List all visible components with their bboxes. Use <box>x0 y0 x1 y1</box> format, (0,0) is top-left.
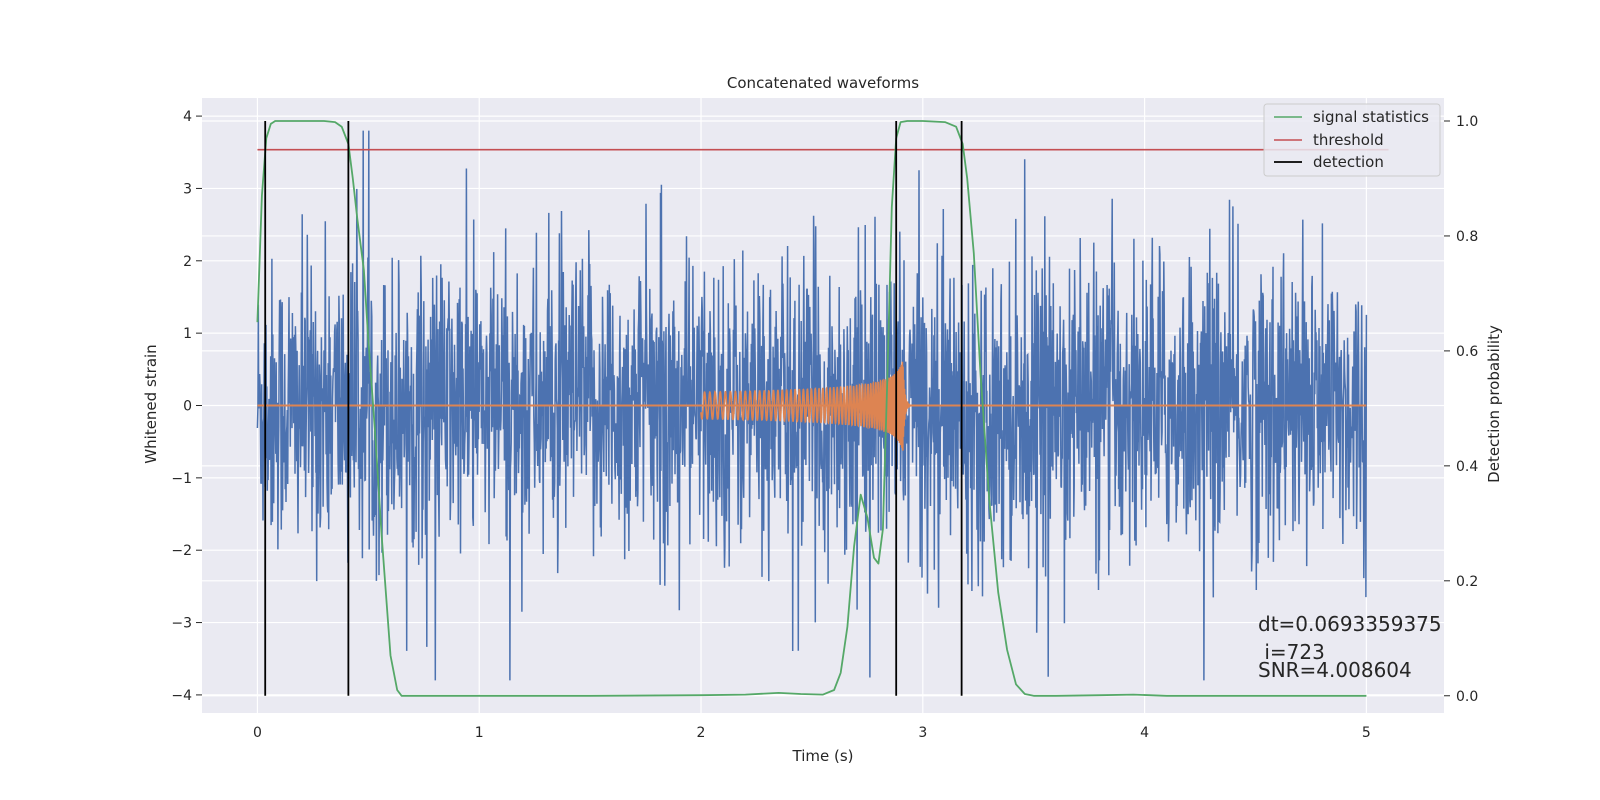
x-tick-label: 4 <box>1140 725 1149 741</box>
y2-tick-label: 0.4 <box>1456 459 1478 475</box>
x-tick-label: 2 <box>697 725 706 741</box>
x-axis-ticks: 0 1 2 3 4 5 <box>253 725 1371 741</box>
y-tick-label: 4 <box>183 109 192 125</box>
chirp-series <box>257 361 1367 451</box>
y2-tick-label: 1.0 <box>1456 114 1478 130</box>
y2-tick-label: 0.8 <box>1456 229 1478 245</box>
y-tick-label: 2 <box>183 254 192 270</box>
legend-label-detection: detection <box>1313 153 1384 171</box>
y-axis-ticks: −4 −3 −2 −1 0 1 2 3 4 <box>171 109 202 704</box>
y-tick-label: −1 <box>171 471 192 487</box>
y-tick-label: 1 <box>183 326 192 342</box>
legend: signal statistics threshold detection <box>1263 103 1441 177</box>
y2-axis-label: Detection probability <box>1485 325 1503 483</box>
chart-title: Concatenated waveforms <box>727 74 919 92</box>
x-axis-label: Time (s) <box>792 747 854 765</box>
signal-statistics-series <box>256 120 1367 697</box>
y2-tick-label: 0.2 <box>1456 574 1478 590</box>
y-axis-label: Whitened strain <box>142 344 160 463</box>
y2-axis-ticks: 0.0 0.2 0.4 0.6 0.8 1.0 <box>1444 114 1478 705</box>
y-tick-label: −4 <box>171 688 192 704</box>
detection-series <box>264 120 963 696</box>
legend-label-threshold: threshold <box>1313 131 1384 149</box>
y2-tick-label: 0.0 <box>1456 689 1478 705</box>
signal-statistics-line <box>256 120 1367 697</box>
x-tick-label: 3 <box>918 725 927 741</box>
annotation-dt: dt=0.0693359375 <box>1258 612 1442 636</box>
x-tick-label: 0 <box>253 725 262 741</box>
annotation-snr: SNR=4.008604 <box>1258 658 1412 682</box>
y2-tick-label: 0.6 <box>1456 344 1478 360</box>
chirp-line <box>700 361 912 451</box>
legend-label-signal: signal statistics <box>1313 108 1429 126</box>
x-tick-label: 5 <box>1362 725 1371 741</box>
y-tick-label: 3 <box>183 181 192 197</box>
y-tick-label: −3 <box>171 616 192 632</box>
x-tick-label: 1 <box>475 725 484 741</box>
y-tick-label: −2 <box>171 543 192 559</box>
y-tick-label: 0 <box>183 399 192 415</box>
annotation-index: i=723 <box>1258 640 1325 664</box>
